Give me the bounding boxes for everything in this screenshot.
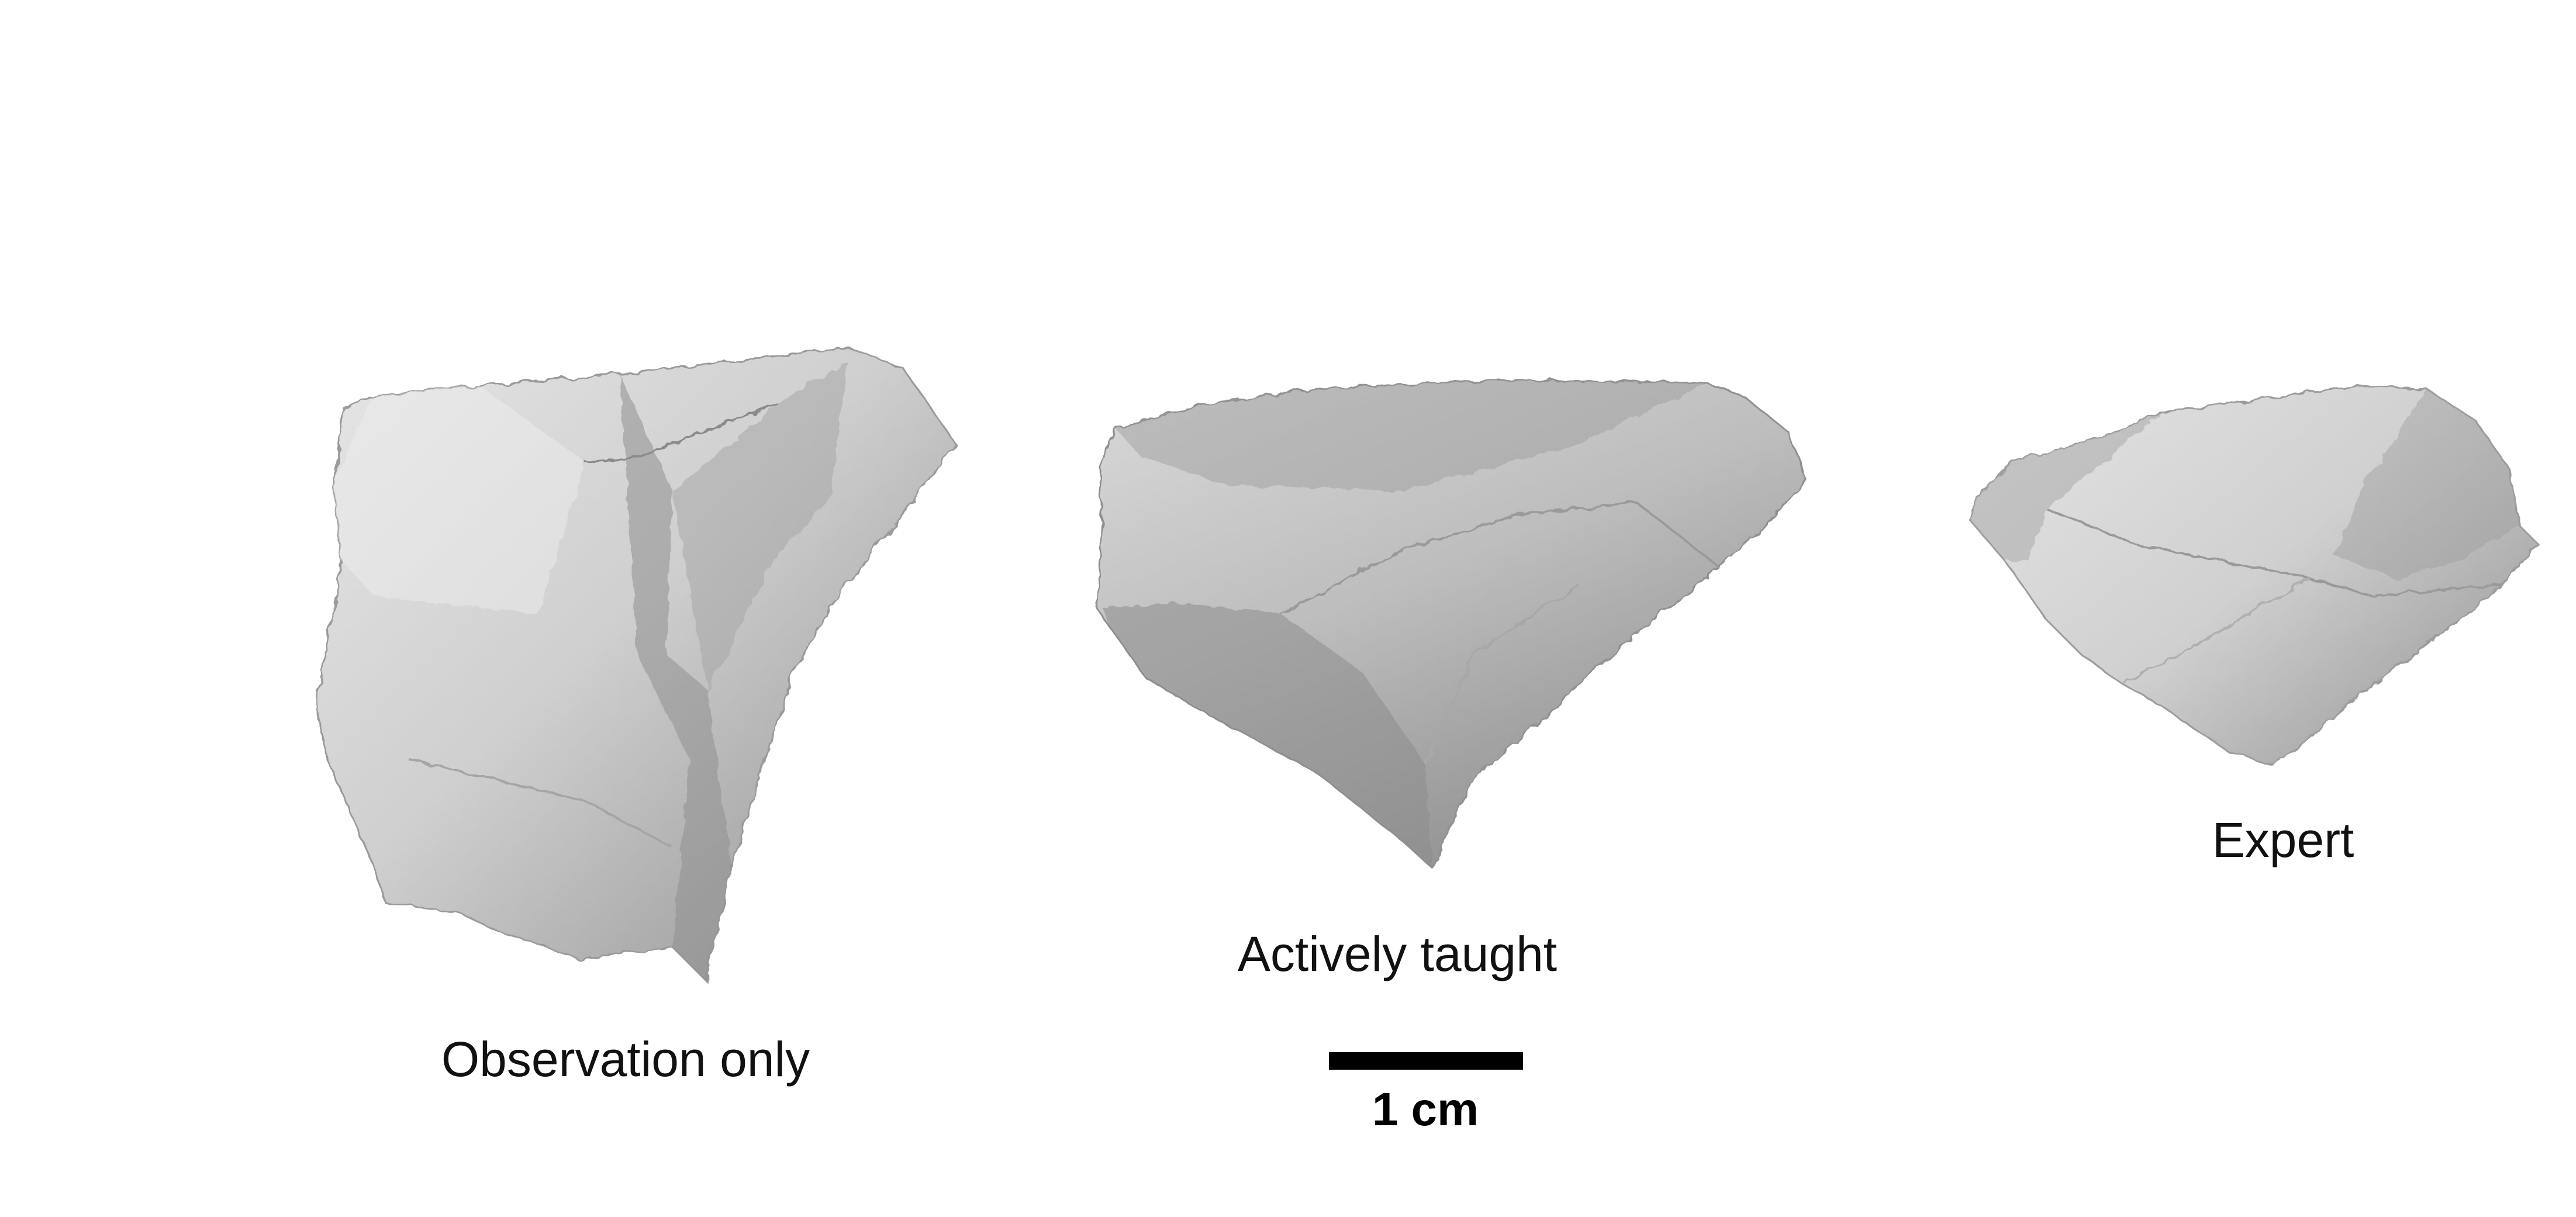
specimen-expert [1969, 385, 2539, 767]
specimen-label-actively-taught: Actively taught [1237, 926, 1558, 981]
scale-bar [1329, 1052, 1523, 1070]
specimen-label-observation-only: Observation only [441, 1032, 810, 1087]
specimen-actively-taught [1095, 379, 1808, 870]
specimen-observation-only [315, 347, 957, 984]
scale-bar-label: 1 cm [1372, 1083, 1479, 1135]
specimen-label-expert: Expert [2212, 813, 2354, 867]
